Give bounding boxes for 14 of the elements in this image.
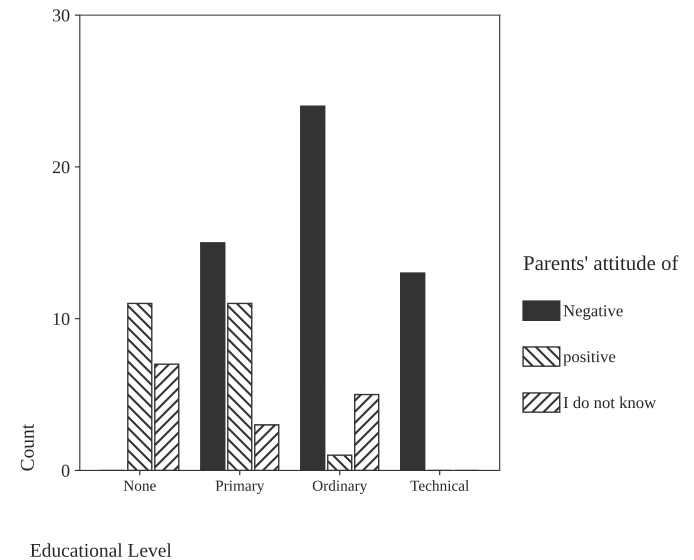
x-axis-title: Educational Level xyxy=(30,543,172,557)
x-tick-label: None xyxy=(124,480,156,491)
y-tick-label: 0 xyxy=(62,464,70,477)
x-tick-label: Ordinary xyxy=(312,480,368,494)
y-tick-label: 30 xyxy=(52,9,70,22)
y-tick-label: 20 xyxy=(52,161,70,174)
y-tick-label: 10 xyxy=(54,312,70,326)
legend-label: I do not know xyxy=(564,396,656,408)
legend-title: Parents' attitude of xyxy=(524,255,678,270)
legend-label: positive xyxy=(563,351,616,366)
x-tick-label: Technical xyxy=(410,480,469,491)
y-axis-title: Count xyxy=(20,424,34,471)
legend-label: Negative xyxy=(564,305,623,320)
x-tick-label: Primary xyxy=(216,480,264,494)
